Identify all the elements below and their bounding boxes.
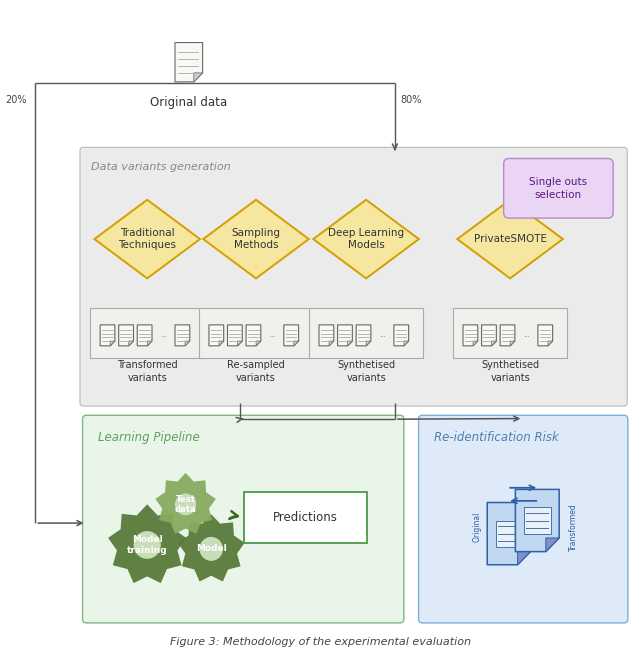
Text: Re-sampled
variants: Re-sampled variants [227,360,285,383]
FancyBboxPatch shape [524,508,551,534]
Polygon shape [548,341,553,346]
Text: Traditional
Techniques: Traditional Techniques [118,228,176,250]
Text: 80%: 80% [400,94,421,105]
Text: PrivateSMOTE: PrivateSMOTE [474,234,547,244]
FancyBboxPatch shape [419,415,628,623]
Polygon shape [118,325,134,346]
Polygon shape [108,504,186,583]
Text: ...: ... [524,332,530,339]
Text: 20%: 20% [5,94,27,105]
Circle shape [134,532,160,558]
Polygon shape [487,502,531,565]
Polygon shape [100,325,115,346]
Polygon shape [185,341,190,346]
Polygon shape [110,341,115,346]
FancyBboxPatch shape [83,415,404,623]
Polygon shape [473,341,478,346]
FancyBboxPatch shape [198,308,314,358]
Polygon shape [194,73,203,82]
FancyBboxPatch shape [308,308,424,358]
Polygon shape [294,341,299,346]
Polygon shape [137,325,152,346]
Text: Transformed: Transformed [568,503,578,551]
FancyBboxPatch shape [453,308,568,358]
Text: Model
training: Model training [127,535,168,555]
Polygon shape [518,551,531,565]
Polygon shape [337,325,353,346]
Polygon shape [284,325,299,346]
FancyBboxPatch shape [495,521,523,547]
Polygon shape [204,200,309,278]
Polygon shape [314,200,419,278]
Text: Original data: Original data [150,96,227,109]
FancyBboxPatch shape [504,159,613,218]
Polygon shape [95,200,200,278]
Polygon shape [538,325,553,346]
Polygon shape [227,325,243,346]
Text: Test
data: Test data [175,495,196,514]
Polygon shape [510,341,515,346]
Polygon shape [404,341,409,346]
Polygon shape [156,473,216,534]
Text: Single outs
selection: Single outs selection [529,177,588,200]
Polygon shape [394,325,409,346]
Polygon shape [492,341,497,346]
FancyBboxPatch shape [244,492,367,543]
Text: Sampling
Methods: Sampling Methods [232,228,280,250]
Polygon shape [319,325,334,346]
Polygon shape [515,489,559,552]
FancyBboxPatch shape [90,308,205,358]
Polygon shape [329,341,334,346]
Text: Deep Learning
Models: Deep Learning Models [328,228,404,250]
Polygon shape [458,200,563,278]
Polygon shape [209,325,224,346]
Text: ...: ... [161,332,167,339]
Text: Re-identification Risk: Re-identification Risk [434,431,559,444]
Text: Predictions: Predictions [273,511,338,524]
Polygon shape [219,341,224,346]
Text: Transformed
variants: Transformed variants [117,360,177,383]
Polygon shape [175,325,190,346]
Polygon shape [348,341,353,346]
Text: Original: Original [472,512,482,542]
Text: Data variants generation: Data variants generation [91,162,230,172]
Polygon shape [366,341,371,346]
Text: Learning Pipeline: Learning Pipeline [98,431,200,444]
Circle shape [175,494,196,515]
Text: ...: ... [269,332,276,339]
Text: Synthetised
variants: Synthetised variants [337,360,395,383]
Text: Figure 3: Methodology of the experimental evaluation: Figure 3: Methodology of the experimenta… [170,637,470,647]
Polygon shape [356,325,371,346]
Polygon shape [463,325,478,346]
Polygon shape [546,538,559,552]
FancyBboxPatch shape [80,147,627,406]
Polygon shape [246,325,261,346]
Polygon shape [237,341,243,346]
Text: Model: Model [196,544,227,553]
Polygon shape [178,514,244,582]
Text: ...: ... [380,332,386,339]
Polygon shape [175,43,203,82]
Polygon shape [481,325,497,346]
Circle shape [200,538,222,560]
Polygon shape [500,325,515,346]
Polygon shape [129,341,134,346]
Polygon shape [256,341,261,346]
Polygon shape [147,341,152,346]
Text: Synthetised
variants: Synthetised variants [481,360,539,383]
